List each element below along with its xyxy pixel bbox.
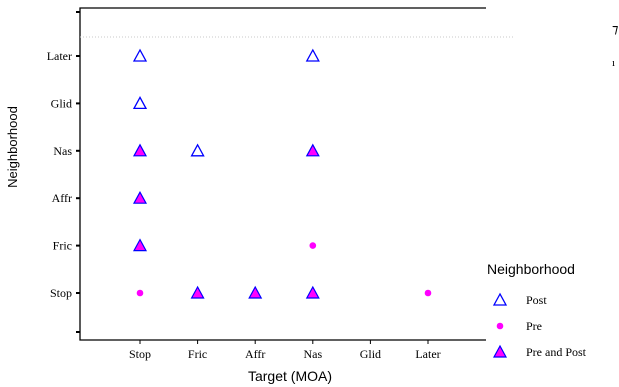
x-tick-label: Later <box>415 347 440 361</box>
point-pre-and-post <box>132 238 148 252</box>
y-axis-label: Neighborhood <box>5 106 20 188</box>
clipped-fragment-top: ⁊ <box>612 21 618 36</box>
y-tick-label: Nas <box>53 144 72 158</box>
y-tick-label: Affr <box>52 191 72 205</box>
y-axis: Stop Fric Affr Nas Glid Later <box>47 11 80 333</box>
point-pre-and-post <box>190 285 205 299</box>
point-post <box>190 143 205 157</box>
y-tick-label: Glid <box>51 96 72 110</box>
y-tick-label: Later <box>47 49 72 63</box>
x-tick-label: Stop <box>129 347 151 361</box>
point-pre-and-post <box>305 285 320 299</box>
x-tick-label: Nas <box>303 347 322 361</box>
point-post <box>132 96 148 110</box>
x-tick-label: Glid <box>360 347 381 361</box>
y-tick-label: Stop <box>50 286 72 300</box>
point-pre-and-post <box>132 190 148 204</box>
x-tick-label: Affr <box>245 347 265 361</box>
point-pre-and-post <box>132 143 148 157</box>
point-pre-and-post <box>305 143 320 157</box>
y-tick-label: Fric <box>53 239 72 253</box>
x-tick-label: Fric <box>188 347 207 361</box>
point-post <box>132 48 148 62</box>
legend-marker-pre-and-post <box>492 344 508 358</box>
data-points <box>132 48 432 299</box>
legend: Neighborhood Post Pre Pre and Post <box>487 261 587 359</box>
legend-label: Pre and Post <box>526 345 587 359</box>
point-post <box>305 48 320 62</box>
point-pre <box>136 289 144 297</box>
legend-title: Neighborhood <box>487 261 575 277</box>
x-axis-label: Target (MOA) <box>248 368 332 384</box>
legend-marker-post <box>492 292 508 306</box>
clipped-fragment-mid: ı <box>612 57 615 69</box>
legend-marker-pre <box>496 322 504 330</box>
legend-label: Pre <box>526 319 542 333</box>
point-pre-and-post <box>248 285 263 299</box>
point-pre <box>309 242 317 249</box>
x-axis: Stop Fric Affr Nas Glid Later <box>129 340 441 361</box>
plot-frame <box>79 7 486 341</box>
point-pre <box>424 289 432 297</box>
legend-label: Post <box>526 293 547 307</box>
